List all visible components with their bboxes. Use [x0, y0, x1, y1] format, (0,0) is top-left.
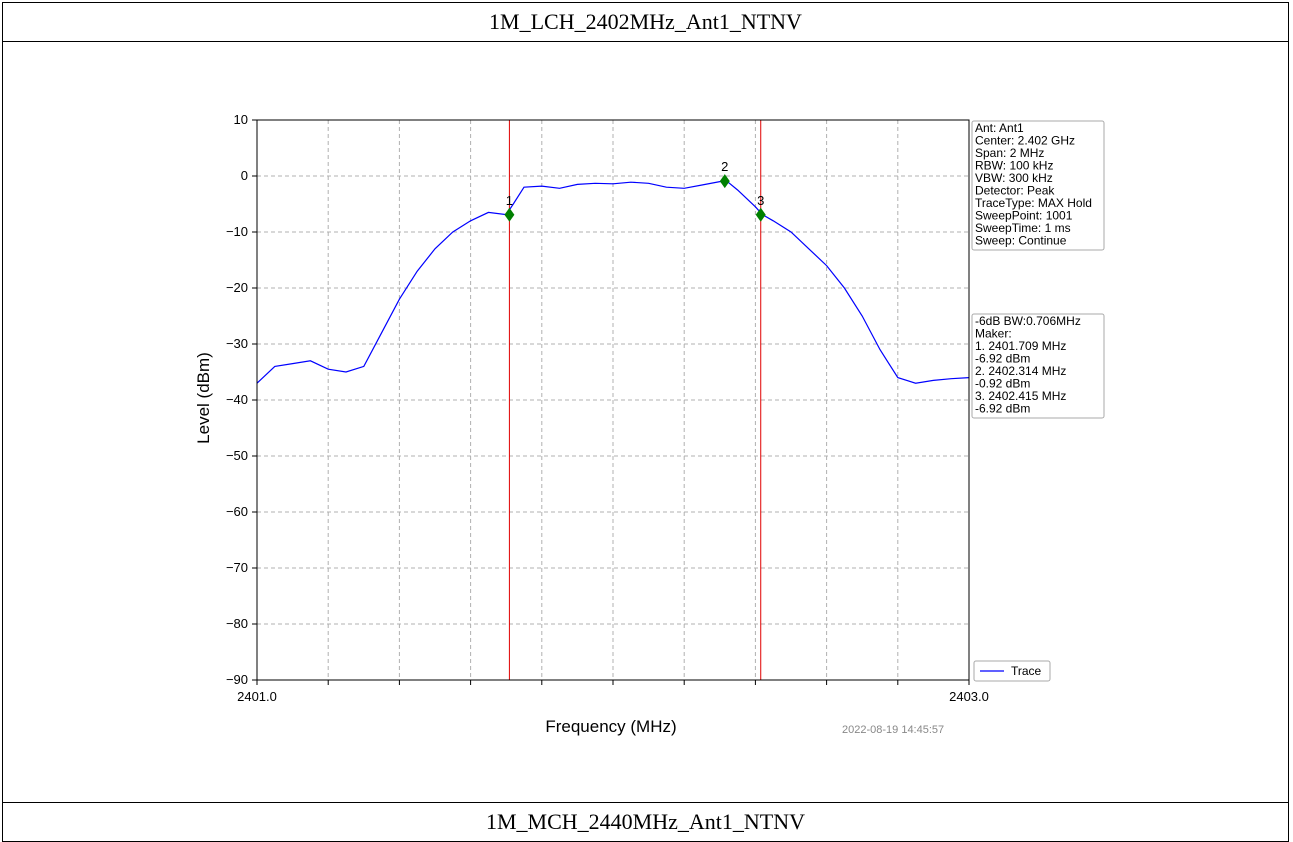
markers: 1 2 3: [504, 159, 766, 222]
info-line: VBW: 300 kHz: [975, 171, 1053, 185]
y-axis-title: Level (dBm): [194, 352, 213, 444]
marker-readout-line: -0.92 dBm: [975, 377, 1030, 391]
info-line: Span: 2 MHz: [975, 146, 1044, 160]
top-section-title: 1M_LCH_2402MHz_Ant1_NTNV: [2, 2, 1289, 42]
legend: Trace: [973, 660, 1051, 682]
info-line: Center: 2.402 GHz: [975, 134, 1075, 148]
marker-label: 2: [721, 159, 728, 174]
x-tick-label: 2401.0: [237, 689, 277, 704]
y-tick-label: 0: [241, 168, 248, 183]
info-line: Ant: Ant1: [975, 121, 1024, 135]
y-tick-label: −70: [226, 560, 248, 575]
y-axis-ticks: 10 0 −10 −20 −30 −40 −50 −60 −70 −80 −90: [226, 112, 257, 687]
marker-readout-line: 2. 2402.314 MHz: [975, 364, 1066, 378]
marker-readout-line: 3. 2402.415 MHz: [975, 389, 1066, 403]
info-line: Sweep: Continue: [975, 234, 1067, 248]
bottom-section-title: 1M_MCH_2440MHz_Ant1_NTNV: [2, 802, 1289, 842]
legend-border: [973, 660, 1051, 682]
x-axis-title: Frequency (MHz): [545, 717, 676, 736]
legend-label: Trace: [1011, 664, 1042, 678]
marker-label: 1: [506, 193, 513, 208]
info-box-border: [971, 120, 1105, 251]
info-line: RBW: 100 kHz: [975, 159, 1053, 173]
y-tick-label: −30: [226, 336, 248, 351]
grid: [257, 120, 969, 680]
trace-line: [256, 180, 970, 384]
timestamp: 2022-08-19 14:45:57: [842, 724, 944, 736]
trace-layer: [256, 180, 970, 384]
y-tick-label: −90: [226, 672, 248, 687]
x-tick-label: 2403.0: [949, 689, 989, 704]
marker-readout-line: -6.92 dBm: [975, 402, 1030, 416]
y-tick-label: 10: [234, 112, 248, 127]
marker-readout-line: Maker:: [975, 327, 1012, 341]
x-axis-ticks: 2401.0 2403.0: [237, 680, 989, 704]
info-line: SweepTime: 1 ms: [975, 221, 1071, 235]
y-tick-label: −10: [226, 224, 248, 239]
spectrum-chart: 1 2 3 10 0 −10 −20 −30 −40 −50 −60 −70 −80 −90 2401.…: [194, 112, 1105, 736]
y-tick-label: −40: [226, 392, 248, 407]
marker-readout-line: -6.92 dBm: [975, 352, 1030, 366]
info-line: TraceType: MAX Hold: [975, 196, 1092, 210]
info-line: SweepPoint: 1001: [975, 209, 1073, 223]
marker-box-border: [971, 313, 1105, 419]
y-tick-label: −20: [226, 280, 248, 295]
marker-diamond: [504, 207, 515, 222]
info-line: Detector: Peak: [975, 184, 1055, 198]
y-tick-label: −80: [226, 616, 248, 631]
marker-readout-line: 1. 2401.709 MHz: [975, 339, 1066, 353]
marker-diamond: [719, 174, 730, 189]
marker-readout-line: -6dB BW:0.706MHz: [975, 314, 1081, 328]
y-tick-label: −50: [226, 448, 248, 463]
y-tick-label: −60: [226, 504, 248, 519]
marker-label: 3: [757, 193, 764, 208]
marker-diamond: [755, 207, 766, 222]
